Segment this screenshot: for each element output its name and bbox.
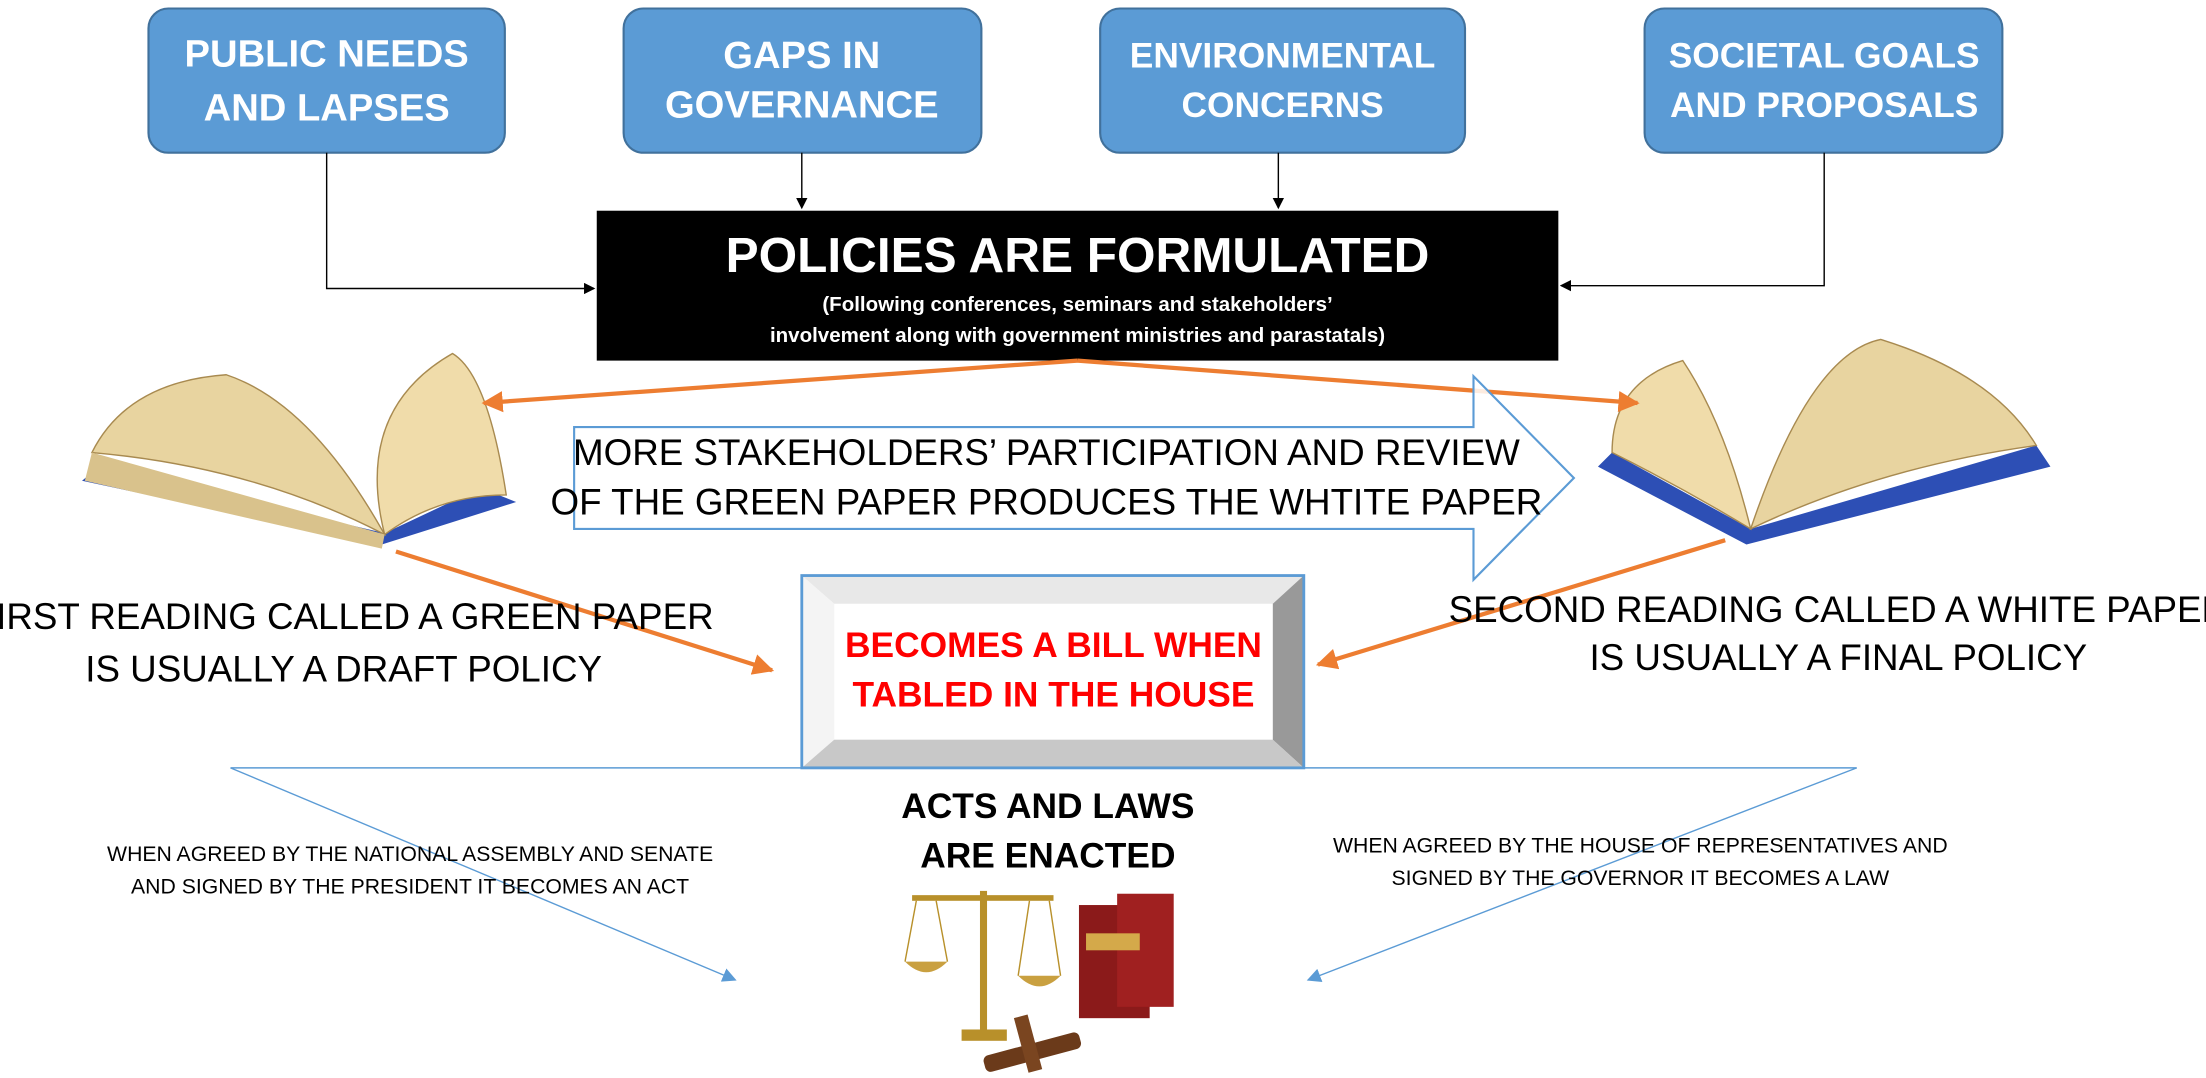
review-text: MORE STAKEHOLDERS’ PARTICIPATION AND REV…	[573, 432, 1520, 473]
diagram: PUBLIC NEEDS AND LAPSES GAPS IN GOVERNAN…	[0, 0, 2206, 1078]
source-label: CONCERNS	[1181, 86, 1383, 125]
source-label: AND LAPSES	[204, 86, 450, 129]
source-label: ENVIRONMENTAL	[1130, 36, 1436, 75]
bill-box	[802, 576, 1304, 768]
policy-note: (Following conferences, seminars and sta…	[822, 293, 1332, 316]
source-label: SOCIETAL GOALS	[1669, 36, 1980, 75]
bill-text: TABLED IN THE HOUSE	[853, 676, 1255, 715]
page: {"sources":[{"lines":["PUBLIC NEEDS","AN…	[0, 0, 2206, 1078]
source-boxes	[148, 8, 2002, 152]
act-path-text: AND SIGNED BY THE PRESIDENT IT BECOMES A…	[131, 876, 689, 899]
white-paper-text: SECOND READING CALLED A WHITE PAPER	[1449, 589, 2206, 630]
green-paper-text: IS USUALLY A DRAFT POLICY	[85, 648, 602, 689]
white-paper-text: IS USUALLY A FINAL POLICY	[1589, 637, 2087, 678]
law-path-text: WHEN AGREED BY THE HOUSE OF REPRESENTATI…	[1333, 835, 1948, 858]
source-label: GAPS IN	[723, 34, 880, 77]
act-path-text: WHEN AGREED BY THE NATIONAL ASSEMBLY AND…	[107, 843, 713, 866]
source-label: AND PROPOSALS	[1670, 86, 1978, 125]
source-label: GOVERNANCE	[665, 84, 939, 127]
bill-text: BECOMES A BILL WHEN	[845, 626, 1262, 665]
review-arrow	[574, 376, 1574, 580]
policy-title: POLICIES ARE FORMULATED	[726, 228, 1430, 283]
book-left	[82, 354, 516, 549]
policy-note: involvement along with government minist…	[770, 324, 1385, 347]
book-right	[1598, 339, 2051, 544]
source-label: PUBLIC NEEDS	[185, 33, 469, 76]
acts-text: ACTS AND LAWS	[901, 787, 1194, 826]
justice-icon	[905, 891, 1174, 1073]
acts-text: ARE ENACTED	[920, 837, 1175, 876]
law-path-text: SIGNED BY THE GOVERNOR IT BECOMES A LAW	[1392, 867, 1890, 890]
review-text: OF THE GREEN PAPER PRODUCES THE WHTITE P…	[551, 482, 1543, 523]
green-paper-text: FIRST READING CALLED A GREEN PAPER	[0, 596, 714, 637]
